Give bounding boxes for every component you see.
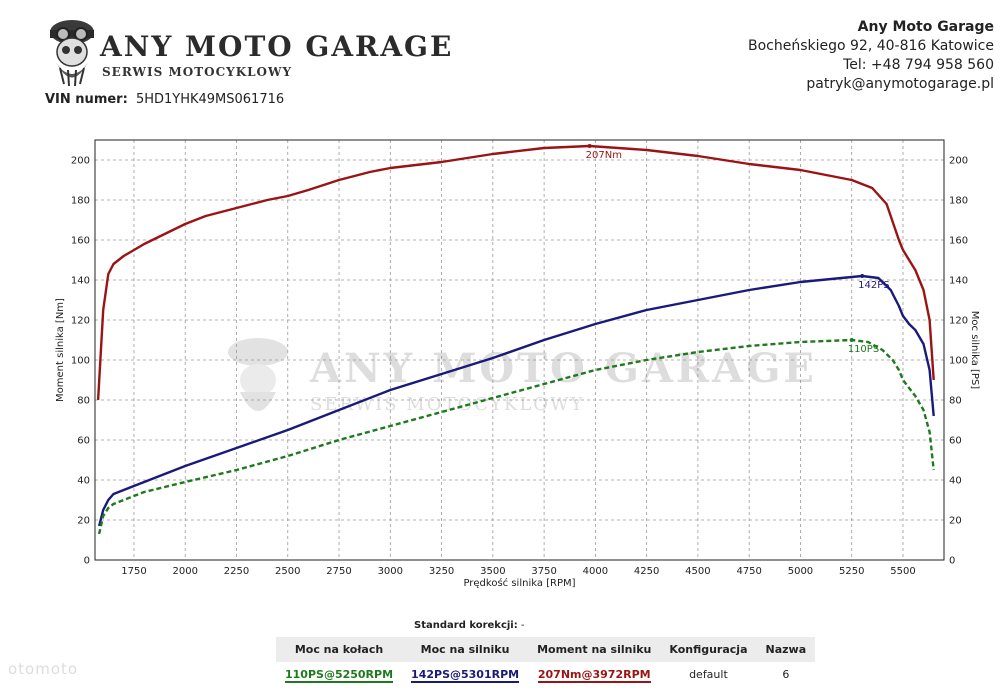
company-address: Bocheńskiego 92, 40-816 Katowice (747, 38, 994, 54)
logo-subtitle: SERWIS MOTOCYKLOWY (102, 65, 293, 79)
x-tick-label: 3750 (531, 566, 556, 577)
peak-marker (860, 274, 865, 278)
skull-rider-icon (50, 20, 94, 87)
annotations: 207Nm 142PS 110PS (586, 144, 890, 355)
x-tick-label: 2250 (224, 566, 249, 577)
engine-power-value: 142PS@5301RPM (411, 668, 520, 683)
x-tick-label: 5500 (890, 566, 915, 577)
vin-label: VIN numer: (45, 92, 128, 107)
grid (95, 140, 944, 561)
y-tick-label: 160 (71, 236, 90, 247)
engine-torque-value: 207Nm@3972RPM (537, 668, 651, 683)
vin-value: 5HD1YHK49MS061716 (135, 92, 285, 107)
y2-tick-label: 120 (949, 316, 968, 327)
footer-watermark: otomoto (8, 660, 79, 678)
y-tick-label: 100 (71, 356, 90, 367)
company-email: patryk@anymotogarage.pl (806, 76, 994, 92)
y2-tick-label: 180 (949, 196, 968, 207)
series-line-torque (96, 144, 935, 401)
y2-tick-label: 0 (949, 556, 955, 567)
results-row: 110PS@5250RPM 142PS@5301RPM 207Nm@3972RP… (276, 662, 815, 687)
name-value: 6 (782, 668, 790, 681)
y2-tick-label: 80 (949, 396, 962, 407)
peak-label: 110PS (848, 344, 879, 355)
y-tick-label: 200 (71, 156, 90, 167)
x-axis-label: Prędkość silnika [RPM] (463, 577, 575, 589)
results-header-row: Moc na kołach Moc na silniku Moment na s… (276, 637, 816, 662)
plot-frame (94, 139, 945, 561)
x-tick-label: 4000 (583, 566, 608, 577)
x-tick-label: 4750 (736, 566, 761, 577)
x-tick-label: 3500 (480, 566, 505, 577)
results-table: Moc na kołach Moc na silniku Moment na s… (276, 637, 816, 687)
watermark-subtitle: SERWIS MOTOCYKLOWY (310, 394, 584, 415)
y-tick-label: 180 (71, 196, 90, 207)
x-tick-label: 5000 (788, 566, 813, 577)
company-info: Any Moto Garage Bocheńskiego 92, 40-816 … (748, 18, 994, 94)
watermark-title: ANY MOTO GARAGE (309, 345, 817, 392)
standard-correction: Standard korekcji: - (414, 620, 525, 631)
y-tick-label: 120 (71, 316, 90, 327)
y2-tick-label: 140 (949, 276, 968, 287)
y2-tick-label: 100 (949, 356, 968, 367)
x-tick-label: 2750 (326, 566, 351, 577)
series-line-wheel_power (97, 338, 935, 535)
peak-marker (849, 338, 854, 342)
dyno-chart: ANY MOTO GARAGE SERWIS MOTOCYKLOWY 1750 2… (55, 139, 980, 589)
x-tick-label: 2000 (173, 566, 198, 577)
y-tick-label: 80 (77, 396, 90, 407)
logo (42, 18, 402, 88)
standard-label: Standard korekcji: (414, 620, 518, 631)
wheel-power-value: 110PS@5250RPM (285, 668, 394, 683)
x-tick-label: 1750 (121, 566, 146, 577)
config-value: default (689, 668, 728, 681)
company-name: Any Moto Garage (857, 19, 994, 35)
header-wheel-power: Moc na kołach (276, 637, 403, 662)
header-config: Konfiguracja (660, 637, 757, 662)
company-phone: Tel: +48 794 958 560 (843, 57, 994, 73)
header-name: Nazwa (756, 637, 816, 662)
y-axis-label: Moment silnika [Nm] (55, 298, 66, 402)
vin-line: VIN numer: 5HD1YHK49MS061716 (45, 92, 284, 107)
peak-marker (587, 144, 592, 148)
header-engine-power: Moc na silniku (402, 637, 529, 662)
series (96, 144, 935, 535)
x-tick-label: 3250 (429, 566, 454, 577)
y-tick-label: 0 (84, 556, 90, 567)
y2-tick-label: 40 (949, 476, 962, 487)
x-tick-label: 3000 (378, 566, 403, 577)
axes: 1750 2000 2250 2500 2750 3000 3250 3500 3750 4000… (55, 139, 980, 589)
x-tick-label: 5250 (839, 566, 864, 577)
x-tick-label: 4250 (634, 566, 659, 577)
standard-value: - (520, 620, 525, 631)
y2-tick-label: 60 (949, 436, 962, 447)
x-tick-label: 2500 (275, 566, 300, 577)
y-tick-label: 40 (77, 476, 90, 487)
y2-axis-label: Moc silnika [PS] (969, 311, 980, 390)
x-tick-label: 4500 (685, 566, 710, 577)
watermark: ANY MOTO GARAGE SERWIS MOTOCYKLOWY (228, 338, 817, 415)
logo-title: ANY MOTO GARAGE (100, 30, 454, 63)
y2-tick-label: 20 (949, 516, 962, 527)
y-tick-label: 60 (77, 436, 90, 447)
peak-label: 207Nm (586, 150, 622, 161)
y-tick-label: 140 (71, 276, 90, 287)
y-tick-label: 20 (77, 516, 90, 527)
peak-label: 142PS (858, 280, 889, 291)
header-engine-torque: Moment na silniku (528, 637, 661, 662)
y2-tick-label: 200 (949, 156, 968, 167)
series-line-engine_power (97, 274, 935, 527)
watermark-skull-icon (228, 338, 288, 366)
y2-tick-label: 160 (949, 236, 968, 247)
